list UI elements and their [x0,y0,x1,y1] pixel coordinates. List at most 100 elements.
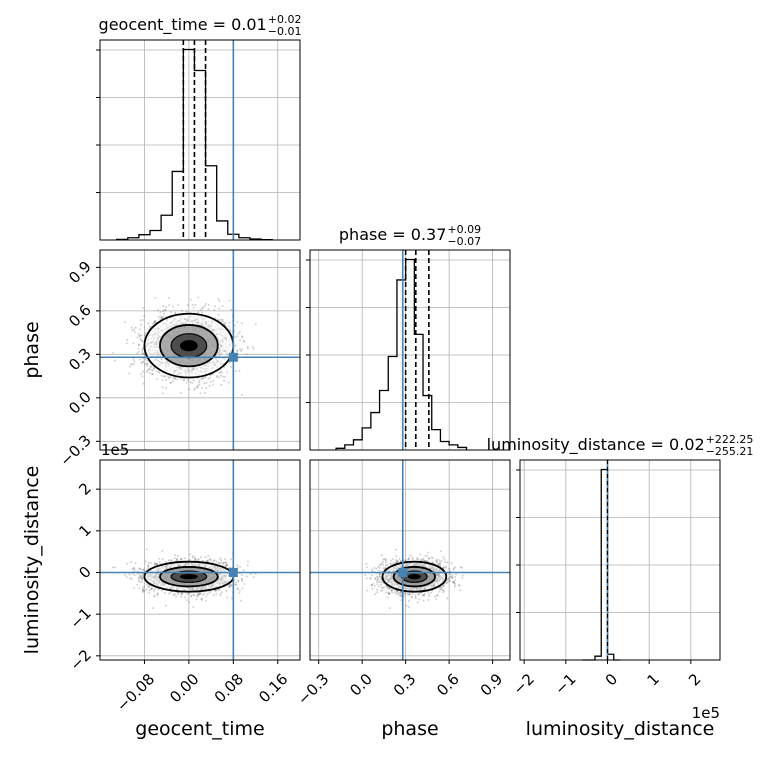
sample-point [173,557,176,560]
sample-point [130,326,133,329]
sample-point [175,595,178,598]
sample-point [219,594,222,597]
sample-point [203,305,206,308]
sample-point [139,575,142,578]
sample-point [173,377,176,380]
sample-point [219,318,222,321]
sample-point [137,332,140,335]
sample-point [150,368,153,371]
sample-point [246,564,249,567]
sample-point [182,378,185,381]
sample-point [157,370,160,373]
sample-point [153,563,156,566]
sample-point [162,305,165,308]
sample-point [111,566,114,569]
histogram-step [335,258,468,450]
sample-point [431,557,434,560]
sample-point [160,316,163,319]
sample-point [162,315,165,318]
sample-point [219,592,222,595]
sample-point [212,594,215,597]
sample-point [208,591,211,594]
sample-point [206,559,209,562]
sample-point [222,562,225,565]
histogram-panel-geocent_time [96,39,301,241]
sample-point [216,374,219,377]
sample-point [147,566,150,569]
sample-point [192,605,195,608]
sample-point [161,386,164,389]
sample-point [131,328,134,331]
sample-point [143,315,146,318]
sample-point [180,592,183,595]
sample-point [236,579,239,582]
sample-point [145,588,148,591]
sample-point [209,380,212,383]
sample-point [139,576,142,579]
sample-point [144,357,147,360]
sample-point [147,369,150,372]
sample-point [156,378,159,381]
sample-point [150,587,153,590]
sample-point [197,558,200,561]
sample-point [220,591,223,594]
sample-point [169,560,172,563]
sample-point [235,344,238,347]
sample-point [180,593,183,596]
sample-point [139,323,142,326]
sample-point [240,349,243,352]
sample-point [227,325,230,328]
sample-point [236,564,239,567]
sample-point [138,358,141,361]
sample-point [200,378,203,381]
sample-point [230,308,233,311]
sample-point [148,589,151,592]
sample-point [221,320,224,323]
sample-point [154,320,157,323]
sample-point [226,596,229,599]
sample-point [160,316,163,319]
sample-point [239,347,242,350]
sample-point [142,306,145,309]
sample-point [379,563,382,566]
sample-point [222,375,225,378]
sample-point [218,376,221,379]
sample-point [230,558,233,561]
sample-point [229,583,232,586]
sample-point [113,566,116,569]
sample-point [200,598,203,601]
sample-point [237,332,240,335]
sample-point [190,594,193,597]
sample-point [389,562,392,565]
sample-point [221,562,224,565]
sample-point [246,560,249,563]
sample-point [241,580,244,583]
sample-point [236,349,239,352]
sample-point [165,386,168,389]
sample-point [145,370,148,373]
sample-point [160,374,163,377]
sample-point [144,560,147,563]
sample-point [176,378,179,381]
sample-point [153,587,156,590]
sample-point [198,383,201,386]
sample-point [184,596,187,599]
sample-point [138,587,141,590]
sample-point [254,323,257,326]
scatter-panel-geocent_time-luminosity_distance [99,459,301,661]
sample-point [225,564,228,567]
sample-point [197,593,200,596]
sample-point [218,589,221,592]
sample-point [176,554,179,557]
sample-point [239,565,242,568]
sample-point [225,562,228,565]
sample-point [132,357,135,360]
sample-point [137,344,140,347]
sample-point [236,588,239,591]
sample-point [179,558,182,561]
sample-point [200,556,203,559]
sample-point [208,558,211,561]
sample-point [148,585,151,588]
sample-point [219,559,222,562]
sample-point [133,586,136,589]
